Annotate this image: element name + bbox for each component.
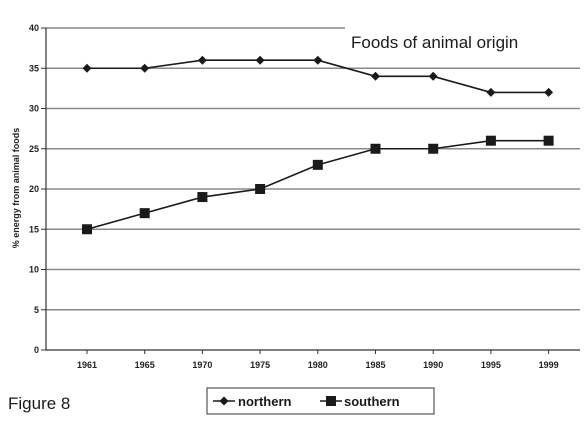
data-point-southern — [486, 136, 496, 146]
x-tick-label: 1980 — [308, 360, 328, 370]
x-tick-label: 1985 — [365, 360, 385, 370]
data-point-southern — [428, 144, 438, 154]
x-tick-label: 1975 — [250, 360, 270, 370]
legend-marker — [326, 396, 336, 406]
data-point-northern — [371, 72, 380, 81]
data-point-northern — [429, 72, 438, 81]
y-tick-label: 30 — [29, 104, 39, 114]
x-tick-label: 1990 — [423, 360, 443, 370]
y-tick-label: 10 — [29, 265, 39, 275]
y-axis-label: % energy from animal foods — [11, 128, 21, 249]
legend-label: southern — [344, 394, 400, 409]
axes — [41, 28, 580, 354]
data-point-southern — [140, 208, 150, 218]
x-tick-label: 1970 — [192, 360, 212, 370]
data-point-northern — [198, 56, 207, 65]
data-point-southern — [255, 184, 265, 194]
y-tick-label: 25 — [29, 144, 39, 154]
y-tick-label: 20 — [29, 184, 39, 194]
x-tick-labels: 1961 1965 1970 1975 1980 1985 1990 1995 1999 — [77, 360, 559, 370]
x-tick-label: 1965 — [135, 360, 155, 370]
series — [82, 56, 554, 235]
legend: northern southern — [207, 388, 434, 414]
y-tick-labels: 0 5 10 15 20 25 30 35 40 — [29, 23, 39, 355]
data-point-southern — [197, 192, 207, 202]
y-tick-label: 5 — [34, 305, 39, 315]
data-point-southern — [371, 144, 381, 154]
data-point-southern — [313, 160, 323, 170]
x-tick-label: 1961 — [77, 360, 97, 370]
data-point-northern — [544, 88, 553, 97]
data-point-northern — [140, 64, 149, 73]
x-tick-label: 1999 — [539, 360, 559, 370]
data-point-northern — [256, 56, 265, 65]
y-tick-label: 15 — [29, 224, 39, 234]
x-tick-label: 1995 — [481, 360, 501, 370]
data-point-southern — [82, 224, 92, 234]
series-line-northern — [87, 60, 549, 92]
series-line-southern — [87, 141, 549, 230]
series-northern — [83, 56, 554, 97]
y-tick-label: 0 — [34, 345, 39, 355]
data-point-northern — [83, 64, 92, 73]
data-point-northern — [313, 56, 322, 65]
y-tick-label: 35 — [29, 63, 39, 73]
chart-title: Foods of animal origin — [351, 33, 518, 52]
legend-label: northern — [238, 394, 292, 409]
y-tick-label: 40 — [29, 23, 39, 33]
data-point-northern — [486, 88, 495, 97]
chart-title-box: Foods of animal origin — [345, 25, 581, 59]
figure-label: Figure 8 — [8, 394, 70, 413]
series-southern — [82, 136, 554, 235]
data-point-southern — [544, 136, 554, 146]
